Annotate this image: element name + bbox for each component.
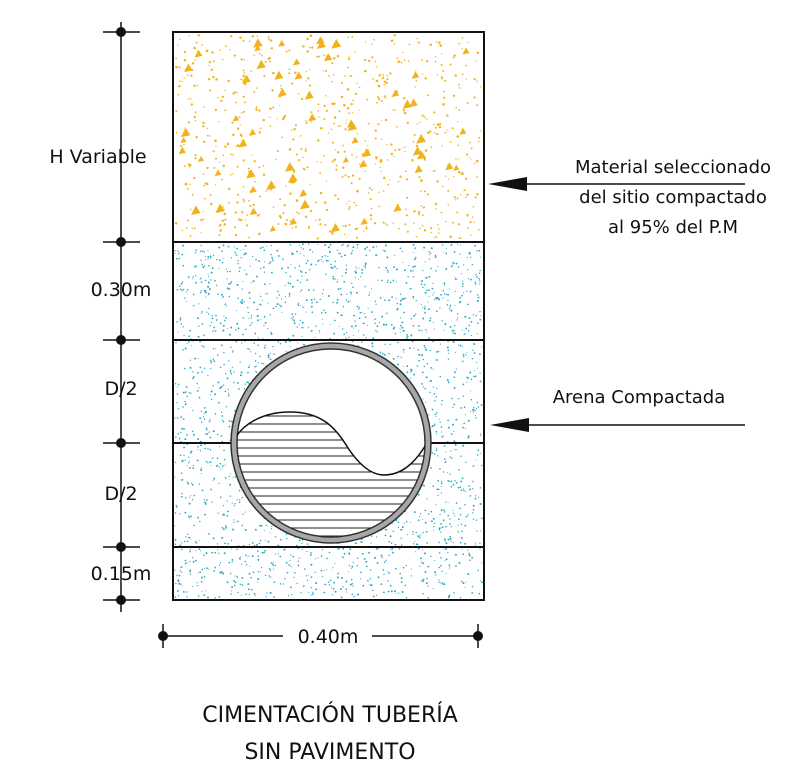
vertical-dimension	[103, 22, 140, 612]
drawing-title-line2: SIN PAVIMENTO	[244, 740, 415, 765]
pipe	[230, 342, 432, 544]
compacted-sand-leader	[490, 418, 745, 432]
h-variable-label: H Variable	[49, 146, 146, 168]
half-diameter-upper-label: D/2	[104, 378, 137, 400]
compacted-sand-label: Arena Compactada	[553, 387, 726, 408]
drawing-title-line1: CIMENTACIÓN TUBERÍA	[202, 702, 458, 728]
selected-material-leader	[488, 177, 745, 191]
trench-outline	[172, 31, 485, 601]
horizontal-dimension	[158, 624, 483, 648]
selected-material-line2: del sitio compactado	[579, 187, 767, 208]
bedding-thickness-label: 0.15m	[91, 563, 152, 585]
half-diameter-lower-label: D/2	[104, 483, 137, 505]
selected-material-line3: al 95% del P.M	[608, 217, 738, 238]
backfill-thickness-label: 0.30m	[91, 279, 152, 301]
selected-material-hatch	[174, 34, 482, 240]
trench-width-label: 0.40m	[298, 626, 359, 648]
selected-material-line1: Material seleccionado	[575, 157, 771, 178]
selected-material-layer	[173, 32, 484, 242]
